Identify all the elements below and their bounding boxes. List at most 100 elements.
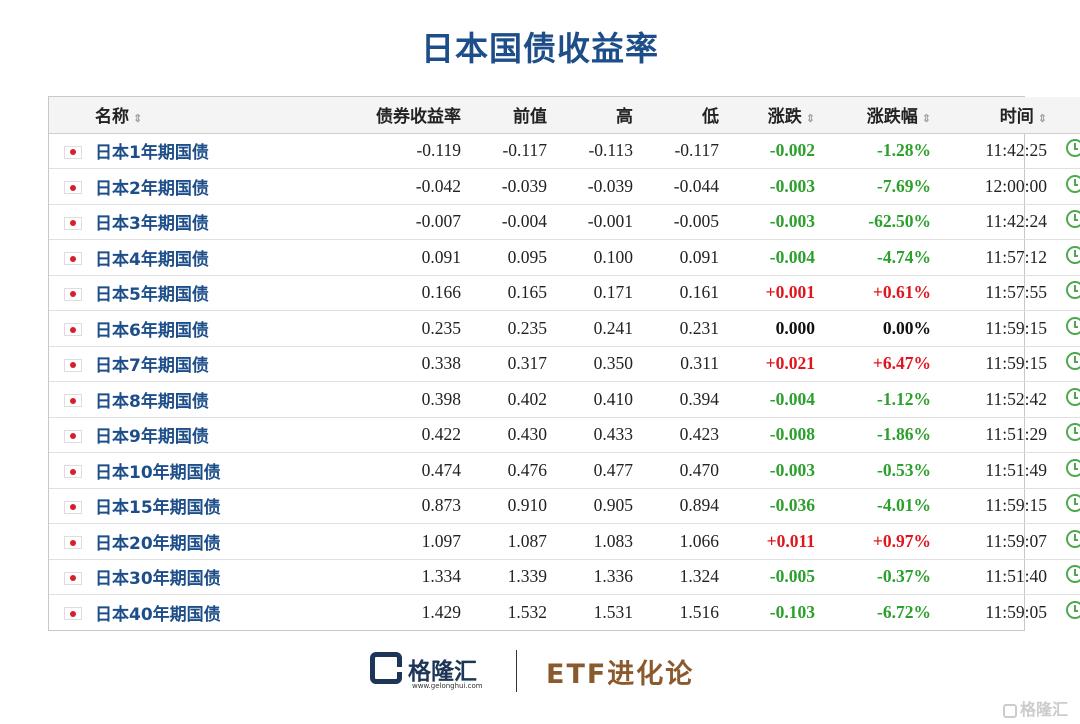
change-pct-cell: +0.97% — [872, 530, 931, 551]
table-row[interactable]: 日本1年期国债 -0.119 -0.117 -0.113 -0.117 -0.002 -1.… — [49, 133, 1080, 169]
table-row[interactable]: 日本8年期国债 0.398 0.402 0.410 0.394 -0.004 -1.12% 1… — [49, 382, 1080, 417]
bond-name-link[interactable]: 日本30年期国债 — [95, 569, 221, 590]
japan-flag-icon — [64, 181, 82, 195]
flag-column-header — [49, 97, 87, 133]
flag-cell — [49, 524, 87, 560]
change-pct-cell: +6.47% — [872, 353, 931, 374]
column-header-yield: 债券收益率 — [376, 107, 461, 128]
high-cell: 0.171 — [593, 282, 633, 303]
sort-icon[interactable]: ⇕ — [1037, 112, 1047, 126]
column-header-change[interactable]: 涨跌 ⇕ — [727, 97, 823, 133]
change-cell: -0.004 — [769, 388, 815, 409]
japan-flag-icon — [64, 607, 82, 621]
bond-name-link[interactable]: 日本5年期国债 — [95, 285, 209, 306]
bond-name-link[interactable]: 日本9年期国债 — [95, 427, 209, 448]
prev-cell: 0.910 — [507, 495, 547, 516]
low-cell: 1.324 — [679, 566, 719, 587]
time-cell: 11:59:07 — [985, 530, 1047, 551]
sort-icon[interactable]: ⇕ — [921, 112, 931, 126]
clock-icon[interactable] — [1066, 458, 1080, 477]
prev-cell: 0.476 — [507, 459, 547, 480]
table-row[interactable]: 日本6年期国债 0.235 0.235 0.241 0.231 0.000 0.00% 11:… — [49, 311, 1080, 346]
sort-icon[interactable]: ⇕ — [805, 112, 815, 126]
clock-cell — [1055, 453, 1080, 489]
change-pct-cell: 0.00% — [882, 317, 931, 338]
bond-name-link[interactable]: 日本4年期国债 — [95, 249, 209, 270]
bond-name-link[interactable]: 日本20年期国债 — [95, 533, 221, 554]
bond-name-link[interactable]: 日本15年期国债 — [95, 498, 221, 519]
table-row[interactable]: 日本15年期国债 0.873 0.910 0.905 0.894 -0.036 -4.01%… — [49, 488, 1080, 524]
time-cell: 11:57:12 — [985, 246, 1047, 267]
clock-cell — [1055, 559, 1080, 595]
name-cell: 日本5年期国债 — [87, 275, 333, 311]
bond-name-link[interactable]: 日本40年期国债 — [95, 605, 221, 625]
clock-icon[interactable] — [1066, 565, 1080, 584]
table-row[interactable]: 日本20年期国债 1.097 1.087 1.083 1.066 +0.011 +0.97%… — [49, 524, 1080, 560]
prev-cell: 0.317 — [507, 353, 547, 374]
table-row[interactable]: 日本10年期国债 0.474 0.476 0.477 0.470 -0.003 -0.53%… — [49, 453, 1080, 489]
change-cell: -0.036 — [769, 495, 815, 516]
japan-flag-icon — [64, 429, 82, 443]
clock-icon[interactable] — [1066, 387, 1080, 406]
flag-cell — [49, 417, 87, 453]
clock-icon[interactable] — [1066, 139, 1080, 158]
bond-name-link[interactable]: 日本1年期国债 — [95, 143, 209, 164]
flag-cell — [49, 169, 87, 205]
change-pct-cell: -0.53% — [877, 459, 931, 480]
table-row[interactable]: 日本4年期国债 0.091 0.095 0.100 0.091 -0.004 -4.74% 1… — [49, 240, 1080, 275]
clock-icon[interactable] — [1066, 245, 1080, 264]
clock-cell — [1055, 169, 1080, 205]
clock-cell — [1055, 488, 1080, 524]
flag-cell — [49, 488, 87, 524]
clock-icon[interactable] — [1066, 423, 1080, 442]
table-row[interactable]: 日本30年期国债 1.334 1.339 1.336 1.324 -0.005 -0.37%… — [49, 559, 1080, 595]
clock-icon[interactable] — [1066, 210, 1080, 229]
clock-cell — [1055, 595, 1080, 631]
change-cell: -0.008 — [769, 424, 815, 445]
clock-icon[interactable] — [1066, 529, 1080, 548]
table-row[interactable]: 日本3年期国债 -0.007 -0.004 -0.001 -0.005 -0.003 -62… — [49, 204, 1080, 240]
bond-name-link[interactable]: 日本2年期国债 — [95, 178, 209, 199]
low-cell: -0.117 — [674, 140, 719, 161]
high-cell: 0.100 — [593, 246, 633, 267]
logo-url: www.gelonghui.com — [412, 682, 483, 690]
column-header-time[interactable]: 时间 ⇕ — [939, 97, 1055, 133]
bond-name-link[interactable]: 日本10年期国债 — [95, 462, 221, 483]
bond-yield-table: 名称 ⇕ 债券收益率 前值 高 低 涨跌 ⇕ 涨跌幅 ⇕ 时间 ⇕ 日本1年期国债 -0.… — [48, 96, 1080, 631]
low-cell: 0.311 — [680, 353, 719, 374]
yield-cell: 0.338 — [421, 353, 461, 374]
clock-icon[interactable] — [1066, 600, 1080, 619]
table-row[interactable]: 日本40年期国债 1.429 1.532 1.531 1.516 -0.103 -6.72%… — [49, 595, 1080, 631]
bond-name-link[interactable]: 日本8年期国债 — [95, 391, 209, 412]
bond-name-link[interactable]: 日本3年期国债 — [95, 214, 209, 235]
icon-column-header — [1055, 97, 1080, 133]
bond-name-link[interactable]: 日本7年期国债 — [95, 356, 209, 377]
prev-cell: 0.235 — [507, 317, 547, 338]
name-cell: 日本15年期国债 — [87, 488, 333, 524]
clock-icon[interactable] — [1066, 281, 1080, 300]
change-cell: -0.004 — [769, 246, 815, 267]
sort-icon[interactable]: ⇕ — [133, 112, 143, 126]
yield-cell: 0.398 — [421, 388, 461, 409]
column-header-name[interactable]: 名称 ⇕ — [87, 97, 333, 133]
clock-icon[interactable] — [1066, 494, 1080, 513]
table-row[interactable]: 日本7年期国债 0.338 0.317 0.350 0.311 +0.021 +6.47% 1… — [49, 346, 1080, 382]
clock-icon[interactable] — [1066, 316, 1080, 335]
name-cell: 日本20年期国债 — [87, 524, 333, 560]
table-row[interactable]: 日本9年期国债 0.422 0.430 0.433 0.423 -0.008 -1.86% 1… — [49, 417, 1080, 453]
change-pct-cell: -7.69% — [877, 175, 931, 196]
japan-flag-icon — [64, 536, 82, 550]
change-pct-cell: -6.72% — [877, 602, 931, 622]
change-pct-cell: -0.37% — [877, 566, 931, 587]
clock-icon[interactable] — [1066, 174, 1080, 193]
table-row[interactable]: 日本2年期国债 -0.042 -0.039 -0.039 -0.044 -0.003 -7.… — [49, 169, 1080, 205]
column-header-change-pct[interactable]: 涨跌幅 ⇕ — [823, 97, 939, 133]
clock-cell — [1055, 417, 1080, 453]
table-row[interactable]: 日本5年期国债 0.166 0.165 0.171 0.161 +0.001 +0.61% 1… — [49, 275, 1080, 311]
high-cell: -0.113 — [588, 140, 633, 161]
clock-icon[interactable] — [1066, 352, 1080, 371]
bond-name-link[interactable]: 日本6年期国债 — [95, 320, 209, 341]
flag-cell — [49, 595, 87, 631]
clock-cell — [1055, 133, 1080, 169]
low-cell: 0.394 — [679, 388, 719, 409]
